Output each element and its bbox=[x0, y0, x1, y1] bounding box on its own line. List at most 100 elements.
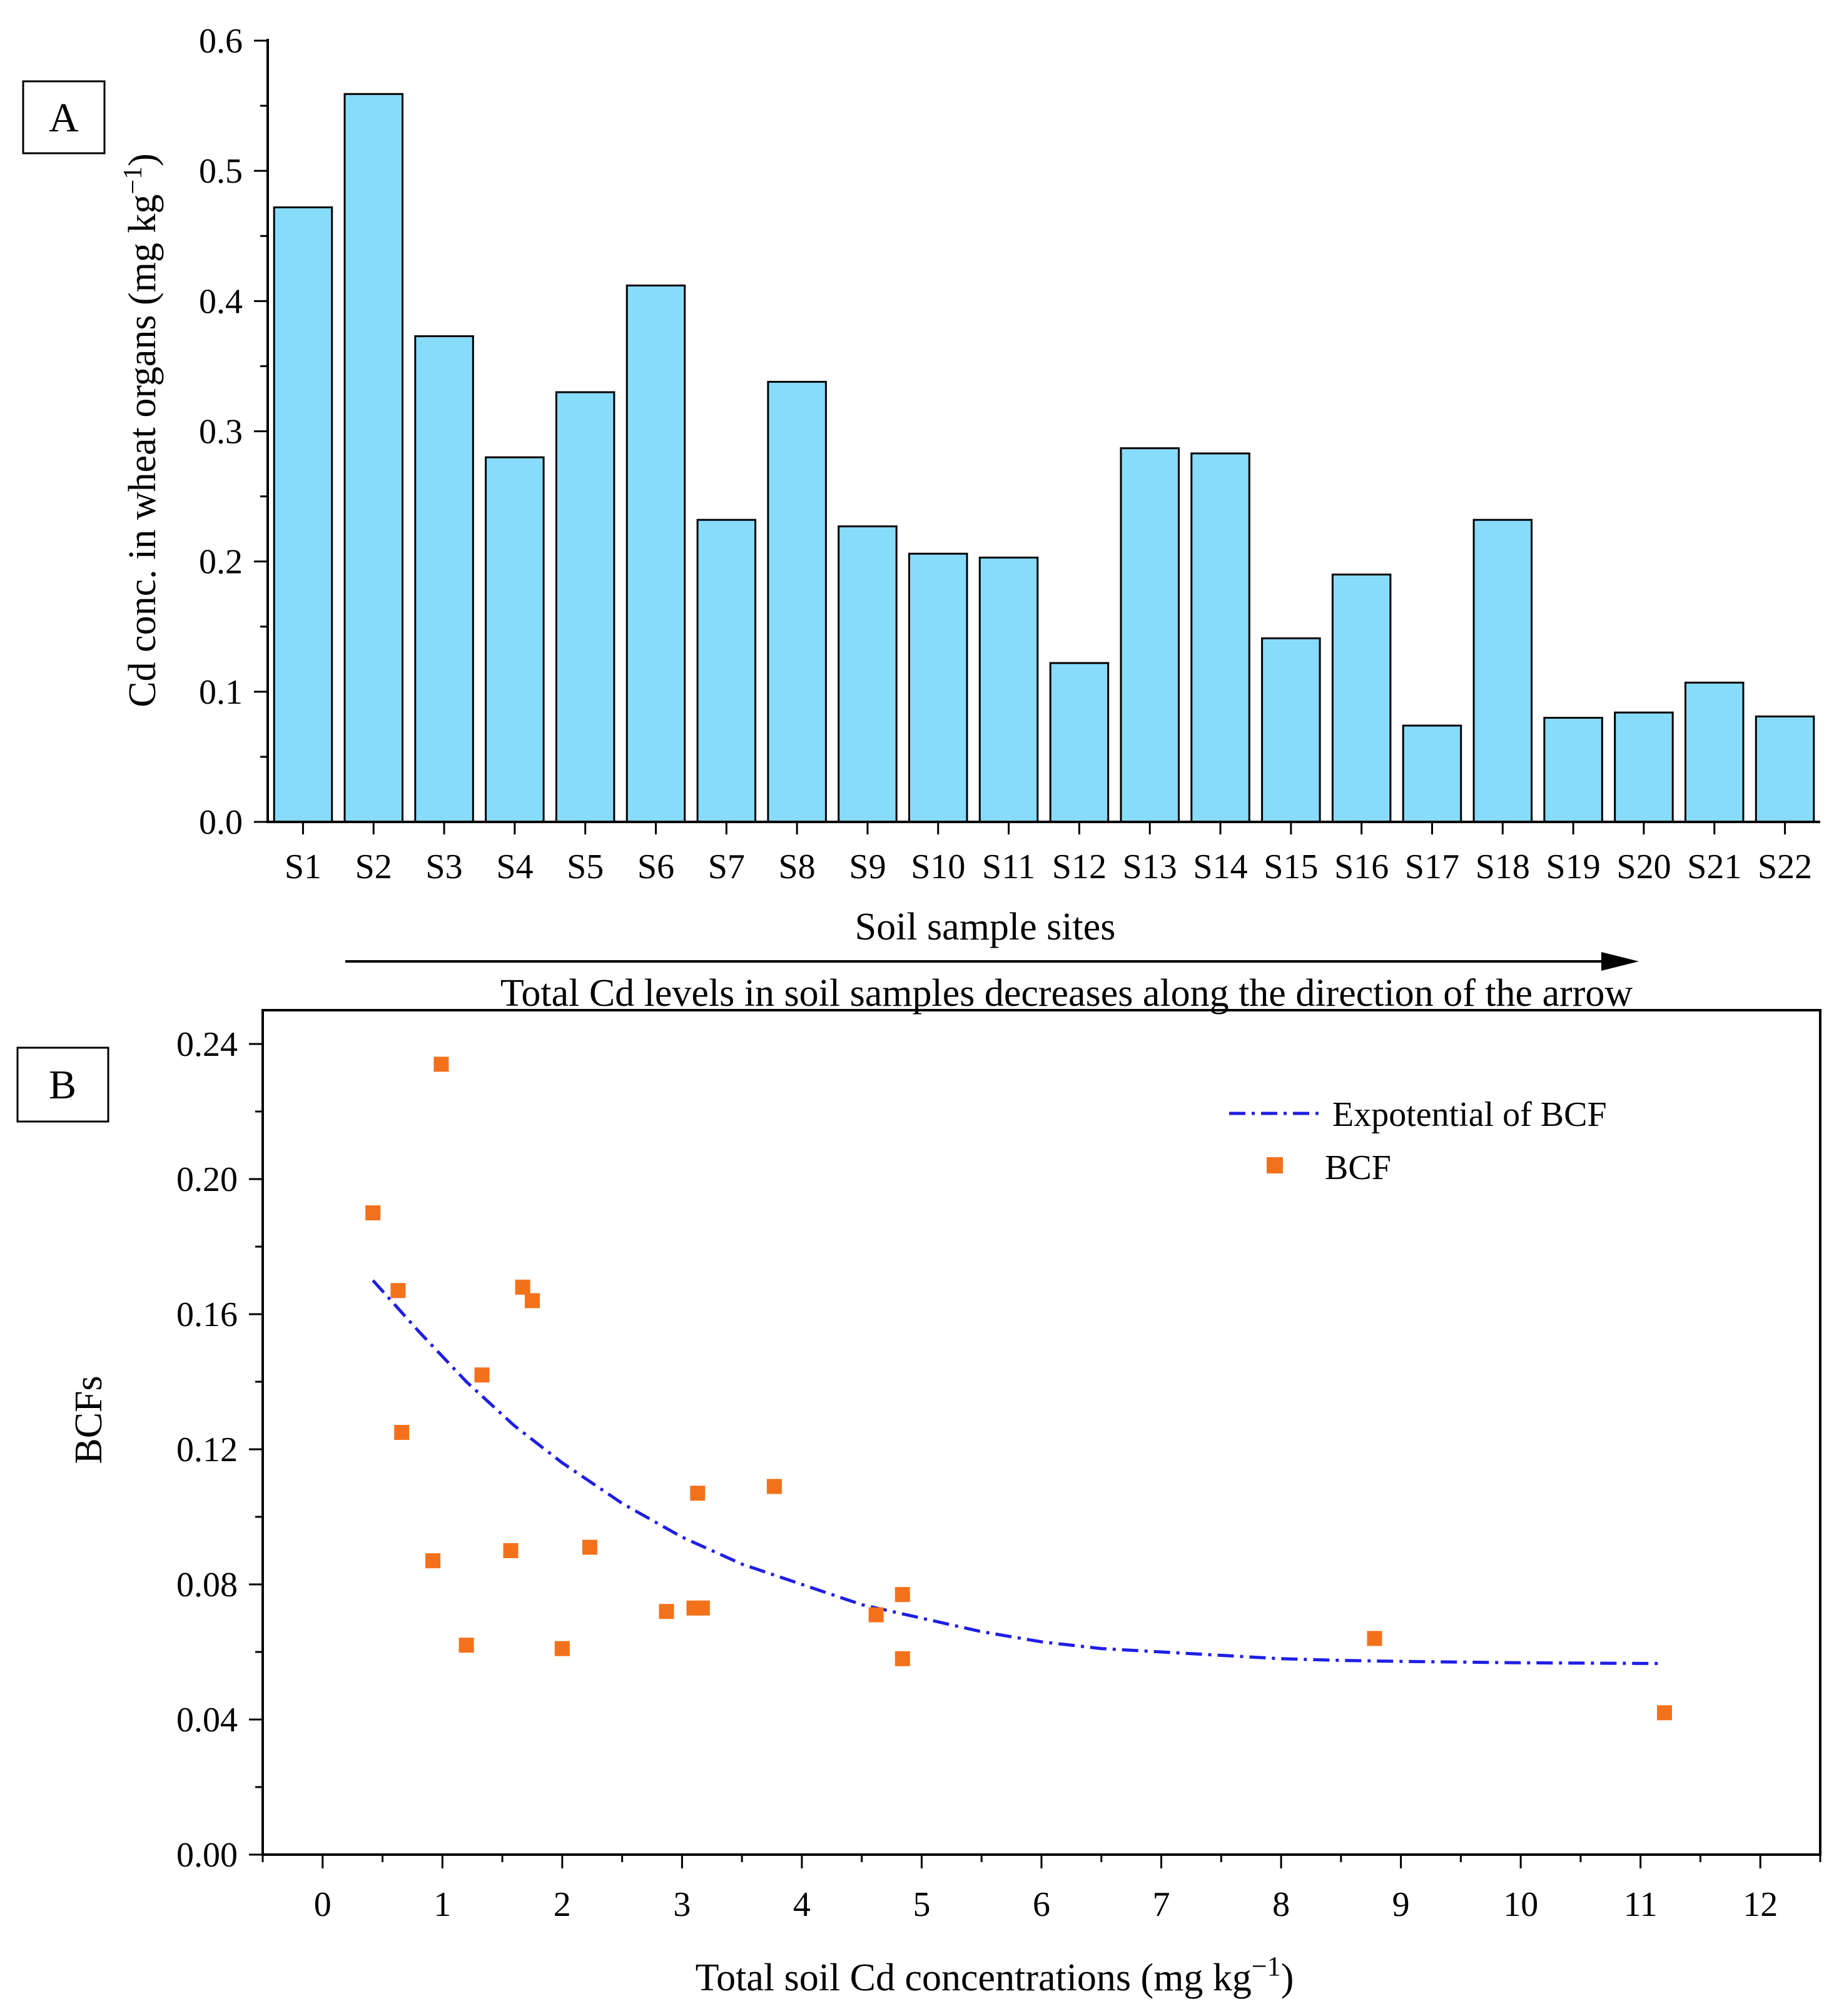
panel-b-x-axis-title: Total soil Cd concentrations (mg kg−1) bbox=[696, 1951, 1294, 1999]
panel-b-y-axis-title: BCFs bbox=[68, 1375, 110, 1464]
legend-bcf-label: BCF bbox=[1325, 1148, 1391, 1187]
panel-a-x-tick-label: S18 bbox=[1476, 848, 1530, 886]
bcf-point bbox=[659, 1604, 674, 1619]
panel-a-x-tick-label: S9 bbox=[849, 848, 886, 886]
panel-a-x-ticks: S1 S2 S3 S4 S5 S6 S7 S8 S9 S10 S11 S12 S13 S14 S15 S16 S… bbox=[285, 822, 1812, 886]
bar-s14 bbox=[1190, 452, 1250, 823]
panel-a-label: A bbox=[49, 95, 79, 141]
bar-s17 bbox=[1402, 724, 1462, 823]
bcf-point bbox=[394, 1425, 410, 1440]
panel-a-x-tick-label: S7 bbox=[708, 848, 745, 886]
panel-b-x-tick-label: 9 bbox=[1392, 1885, 1410, 1924]
panel-a: 0.0 0.1 0.2 0.3 0.4 0.5 0.6 S1 S2 S3 S4 S5 S6 S7 S8 S9… bbox=[22, 22, 1820, 1015]
bcf-point bbox=[515, 1279, 530, 1295]
panel-b-x-tick-label: 5 bbox=[913, 1885, 931, 1924]
panel-b-y-tick-label: 0.04 bbox=[176, 1701, 238, 1740]
panel-a-x-tick-label: S19 bbox=[1546, 848, 1601, 886]
bcf-point bbox=[894, 1651, 910, 1666]
panel-a-x-tick-label: S8 bbox=[779, 848, 816, 886]
panel-b-x-tick-label: 6 bbox=[1033, 1885, 1050, 1924]
bcf-point bbox=[690, 1486, 706, 1501]
panel-a-x-tick-label: S12 bbox=[1052, 848, 1107, 886]
bcf-point bbox=[694, 1600, 710, 1616]
panel-b-y-tick-label: 0.08 bbox=[176, 1566, 238, 1604]
direction-arrow-head bbox=[1601, 952, 1639, 971]
bar-s16 bbox=[1331, 574, 1392, 823]
bar-s19 bbox=[1543, 717, 1603, 823]
bar-s8 bbox=[767, 380, 827, 823]
panel-b-x-tick-label: 7 bbox=[1153, 1885, 1170, 1924]
bcf-point bbox=[503, 1543, 519, 1558]
panel-b-x-tick-label: 10 bbox=[1503, 1885, 1538, 1924]
panel-b-x-ticks: 0 1 2 3 4 5 6 7 8 9 10 11 12 bbox=[261, 1855, 1821, 1924]
direction-arrow-caption: Total Cd levels in soil samples decrease… bbox=[500, 972, 1633, 1015]
panel-a-x-tick-label: S1 bbox=[285, 848, 322, 886]
panel-a-y-ticks: 0.0 0.1 0.2 0.3 0.4 0.5 0.6 bbox=[199, 22, 268, 842]
panel-b-x-axis-title-superscript: −1 bbox=[1252, 1951, 1281, 1982]
bcf-point bbox=[474, 1367, 490, 1383]
panel-a-x-axis-title: Soil sample sites bbox=[855, 906, 1116, 948]
panel-b-label-box bbox=[16, 1046, 109, 1123]
panel-a-y-axis-title-close: ) bbox=[121, 153, 164, 166]
panel-a-x-tick-label: S6 bbox=[637, 848, 674, 886]
panel-b-y-tick-label: 0.24 bbox=[176, 1025, 238, 1064]
panel-b-y-tick-label: 0.20 bbox=[176, 1160, 238, 1199]
bar-s4 bbox=[485, 456, 545, 823]
panel-a-x-tick-label: S21 bbox=[1687, 848, 1741, 886]
panel-a-x-tick-label: S11 bbox=[982, 848, 1035, 886]
panel-a-x-tick-label: S13 bbox=[1123, 848, 1177, 886]
panel-a-bars bbox=[273, 93, 1815, 823]
panel-a-y-axis-title: Cd conc. in wheat organs (mg kg−1) bbox=[119, 153, 164, 707]
panel-a-y-tick-label: 0.2 bbox=[199, 543, 243, 582]
bcf-point bbox=[868, 1607, 884, 1623]
bcf-point bbox=[1657, 1705, 1672, 1721]
bcf-point bbox=[766, 1479, 782, 1494]
panel-b-y-tick-label: 0.12 bbox=[176, 1431, 238, 1469]
panel-a-x-tick-label: S3 bbox=[425, 848, 462, 886]
panel-b-x-tick-label: 12 bbox=[1743, 1885, 1778, 1924]
panel-b-label: B bbox=[49, 1062, 76, 1108]
bcf-point bbox=[458, 1638, 474, 1653]
panel-b-x-tick-label: 8 bbox=[1272, 1885, 1290, 1924]
legend-fit-label: Expotential of BCF bbox=[1332, 1095, 1607, 1134]
panel-a-y-tick-label: 0.3 bbox=[199, 413, 243, 452]
bar-s20 bbox=[1614, 711, 1674, 823]
bar-s3 bbox=[414, 335, 474, 823]
bcf-point bbox=[525, 1293, 540, 1309]
panel-a-x-tick-label: S14 bbox=[1193, 848, 1247, 886]
panel-a-x-tick-label: S5 bbox=[567, 848, 604, 886]
bar-s2 bbox=[343, 93, 403, 823]
panel-a-x-tick-label: S15 bbox=[1264, 848, 1318, 886]
panel-a-x-tick-label: S10 bbox=[911, 848, 965, 886]
panel-a-x-tick-label: S22 bbox=[1758, 848, 1812, 886]
legend: Expotential of BCF BCF bbox=[1229, 1095, 1607, 1187]
bar-s21 bbox=[1684, 681, 1745, 823]
panel-a-x-tick-label: S16 bbox=[1334, 848, 1389, 886]
panel-b-x-tick-label: 4 bbox=[793, 1885, 811, 1924]
bar-s7 bbox=[696, 519, 757, 823]
panel-a-y-tick-label: 0.6 bbox=[199, 22, 243, 61]
bcf-point bbox=[433, 1056, 449, 1072]
panel-b-x-tick-label: 0 bbox=[314, 1885, 332, 1924]
bar-s22 bbox=[1755, 715, 1815, 823]
panel-b-x-tick-label: 11 bbox=[1624, 1885, 1658, 1924]
bcf-point bbox=[365, 1205, 381, 1220]
panel-a-x-tick-label: S17 bbox=[1405, 848, 1459, 886]
panel-b-y-tick-label: 0.00 bbox=[176, 1836, 238, 1875]
panel-b-frame bbox=[261, 1009, 1821, 1856]
bcf-point bbox=[554, 1641, 570, 1656]
bar-s12 bbox=[1049, 662, 1110, 823]
bcf-point bbox=[894, 1587, 910, 1603]
panel-b-points bbox=[365, 1056, 1672, 1721]
panel-b-y-tick-label: 0.16 bbox=[176, 1295, 238, 1334]
bar-s1 bbox=[273, 206, 333, 823]
bar-s5 bbox=[555, 391, 616, 823]
panel-b-y-ticks: 0.00 0.04 0.08 0.12 0.16 0.20 0.24 bbox=[176, 1025, 263, 1875]
bar-s13 bbox=[1120, 447, 1180, 823]
panel-a-y-tick-label: 0.1 bbox=[199, 673, 243, 712]
bar-s15 bbox=[1261, 637, 1321, 823]
bar-s6 bbox=[626, 284, 686, 823]
bar-s18 bbox=[1472, 519, 1533, 823]
